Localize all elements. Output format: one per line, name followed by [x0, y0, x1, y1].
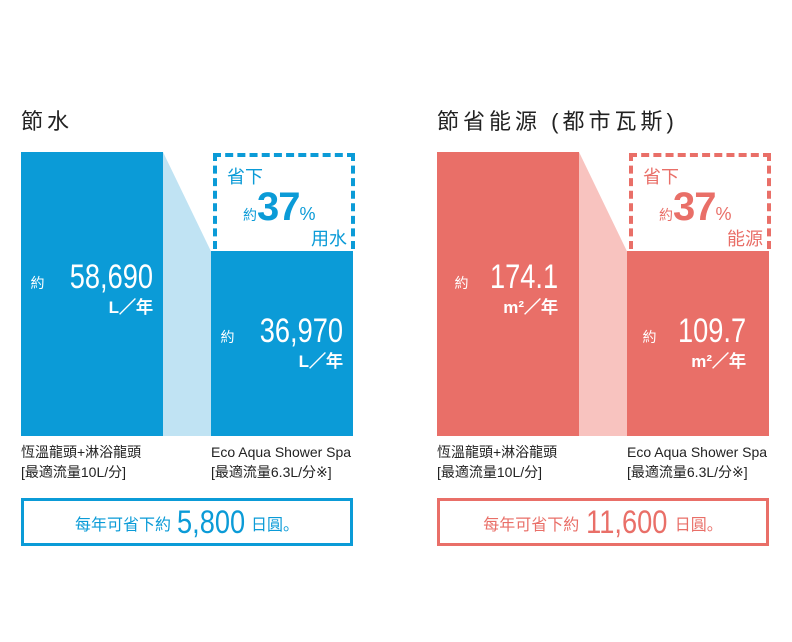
yearly-savings: 每年可省下約 5,800 日圓。 — [21, 498, 353, 546]
water-saving-panel: 節水 省下 約37% 用水 約 58,690 L／年 約 36,970 L／年 恆溫… — [0, 0, 360, 642]
after-bar — [211, 251, 353, 436]
after-label: Eco Aqua Shower Spa [最適流量6.3L/分※] — [211, 444, 352, 480]
panel-title: 節省能源 (都市瓦斯) — [437, 109, 678, 134]
before-value: 約 174.1 m²／年 — [454, 258, 558, 317]
before-bar — [21, 152, 163, 436]
gas-saving-panel: 節省能源 (都市瓦斯) 省下 約37% 能源 約 174.1 m²／年 約 109… — [416, 0, 776, 642]
savings-suffix: 用水 — [311, 229, 347, 249]
savings-label: 省下 — [643, 167, 679, 187]
savings-label: 省下 — [227, 167, 263, 187]
reduction-connector — [163, 152, 211, 436]
before-bar — [437, 152, 579, 436]
after-value: 約 109.7 m²／年 — [642, 312, 746, 371]
reduction-connector — [579, 152, 627, 436]
before-label: 恆溫龍頭+淋浴龍頭 [最適流量10L/分] — [437, 444, 558, 480]
savings-percent: 約37% — [243, 185, 316, 229]
before-label: 恆溫龍頭+淋浴龍頭 [最適流量10L/分] — [21, 444, 142, 480]
savings-percent: 約37% — [659, 185, 732, 229]
yearly-savings: 每年可省下約 11,600 日圓。 — [437, 498, 769, 546]
after-label: Eco Aqua Shower Spa [最適流量6.3L/分※] — [627, 444, 768, 480]
after-value: 約 36,970 L／年 — [220, 312, 343, 371]
savings-suffix: 能源 — [727, 229, 763, 249]
before-value: 約 58,690 L／年 — [30, 258, 153, 317]
after-bar — [627, 251, 769, 436]
savings-callout: 省下 約37% 能源 — [629, 153, 771, 249]
panel-title: 節水 — [21, 109, 74, 134]
savings-callout: 省下 約37% 用水 — [213, 153, 355, 249]
